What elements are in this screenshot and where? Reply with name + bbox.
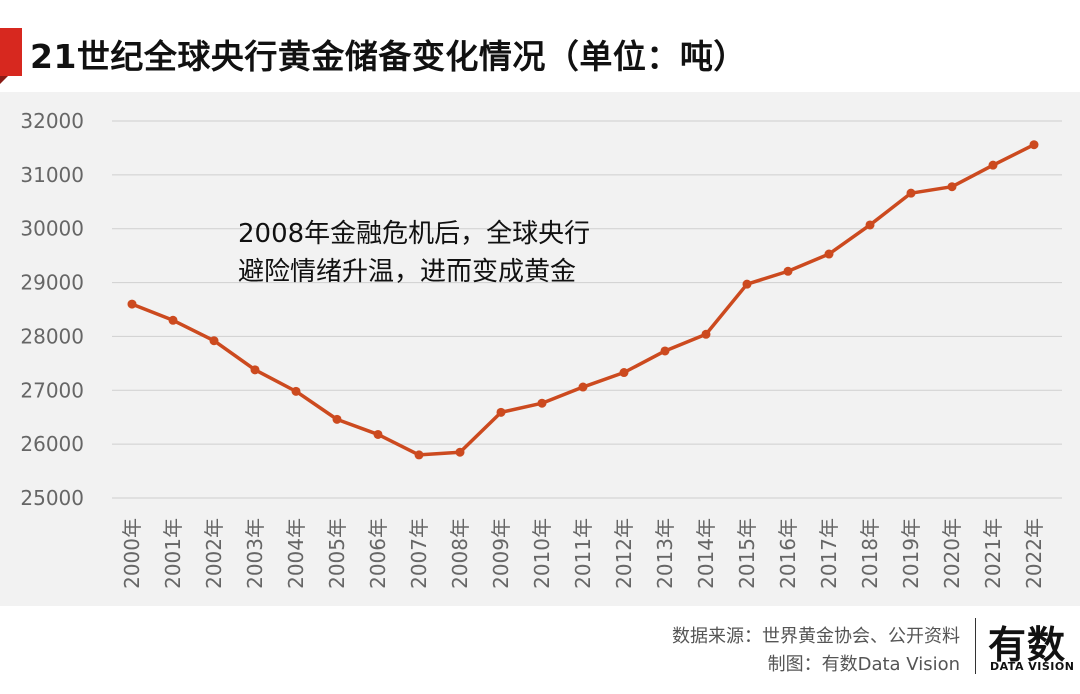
data-point bbox=[168, 315, 178, 325]
x-tick-label: 2006年 bbox=[366, 518, 390, 589]
x-tick-label: 2001年 bbox=[161, 518, 185, 589]
x-tick-label: 2008年 bbox=[448, 518, 472, 589]
data-point bbox=[250, 365, 260, 375]
data-source-note: 数据来源：世界黄金协会、公开资料 bbox=[672, 626, 960, 647]
data-point bbox=[824, 249, 834, 259]
data-point bbox=[988, 160, 998, 170]
annotation-line-2: 避险情绪升温，进而变成黄金 bbox=[238, 257, 577, 287]
x-tick-label: 2009年 bbox=[489, 518, 513, 589]
chart-annotation: 2008年金融危机后，全球央行 避险情绪升温，进而变成黄金 bbox=[238, 215, 590, 291]
y-tick-label: 32000 bbox=[20, 109, 84, 133]
y-tick-label: 25000 bbox=[20, 486, 84, 510]
series-layer bbox=[127, 140, 1039, 460]
data-point bbox=[865, 220, 875, 230]
data-point bbox=[373, 429, 383, 439]
y-tick-label: 29000 bbox=[20, 271, 84, 295]
x-tick-label: 2020年 bbox=[940, 518, 964, 589]
y-axis-ticks: 25000 26000 27000 28000 29000 30000 31000 32000 bbox=[20, 109, 84, 510]
data-point bbox=[660, 346, 670, 356]
data-point bbox=[455, 447, 465, 457]
x-tick-label: 2017年 bbox=[817, 518, 841, 589]
data-point bbox=[414, 450, 424, 460]
data-point bbox=[496, 407, 506, 417]
data-point bbox=[209, 336, 219, 346]
chart-title: 21世纪全球央行黄金储备变化情况（单位：吨） bbox=[30, 37, 747, 76]
x-tick-label: 2007年 bbox=[407, 518, 431, 589]
data-point bbox=[701, 329, 711, 339]
x-tick-label: 2016年 bbox=[776, 518, 800, 589]
data-point bbox=[906, 188, 916, 198]
y-tick-label: 28000 bbox=[20, 324, 84, 348]
x-tick-label: 2004年 bbox=[284, 518, 308, 589]
data-point bbox=[537, 398, 547, 408]
x-tick-label: 2022年 bbox=[1022, 518, 1046, 589]
data-point bbox=[783, 266, 793, 276]
x-tick-label: 2000年 bbox=[120, 518, 144, 589]
x-tick-label: 2015年 bbox=[735, 518, 759, 589]
x-tick-label: 2018年 bbox=[858, 518, 882, 589]
line-chart: 25000 26000 27000 28000 29000 30000 31000 32000… bbox=[20, 109, 1062, 589]
logo-divider bbox=[975, 618, 976, 674]
data-point bbox=[291, 386, 301, 396]
y-tick-label: 31000 bbox=[20, 163, 84, 187]
x-tick-label: 2002年 bbox=[202, 518, 226, 589]
x-tick-label: 2003年 bbox=[243, 518, 267, 589]
x-tick-label: 2011年 bbox=[571, 518, 595, 589]
x-axis-ticks: 2000年 2001年 2002年 2003年 2004年 2005年 2006年 2007年… bbox=[120, 518, 1046, 589]
data-point bbox=[127, 299, 137, 309]
title-accent-fold bbox=[0, 76, 8, 84]
x-tick-label: 2005年 bbox=[325, 518, 349, 589]
x-tick-label: 2012年 bbox=[612, 518, 636, 589]
x-tick-label: 2021年 bbox=[981, 518, 1005, 589]
data-point bbox=[332, 414, 342, 424]
y-tick-label: 30000 bbox=[20, 217, 84, 241]
data-point bbox=[1029, 140, 1039, 150]
x-tick-label: 2014年 bbox=[694, 518, 718, 589]
x-tick-label: 2010年 bbox=[530, 518, 554, 589]
y-tick-label: 26000 bbox=[20, 432, 84, 456]
data-point bbox=[578, 382, 588, 392]
title-bar: 21世纪全球央行黄金储备变化情况（单位：吨） bbox=[0, 0, 1080, 92]
data-point bbox=[947, 182, 957, 192]
series-line bbox=[130, 142, 1036, 457]
chart-maker-note: 制图：有数Data Vision bbox=[767, 654, 960, 675]
chart-panel bbox=[0, 92, 1080, 606]
data-point bbox=[742, 279, 752, 289]
brand-logo-subtitle: DATA VISION bbox=[990, 660, 1075, 673]
title-accent-block bbox=[0, 28, 22, 76]
grid-layer bbox=[112, 120, 1062, 499]
x-tick-label: 2019年 bbox=[899, 518, 923, 589]
x-tick-label: 2013年 bbox=[653, 518, 677, 589]
brand-logo: 有数 bbox=[988, 623, 1067, 667]
annotation-line-1: 2008年金融危机后，全球央行 bbox=[238, 219, 591, 249]
data-point bbox=[619, 368, 629, 378]
y-tick-label: 27000 bbox=[20, 378, 84, 402]
